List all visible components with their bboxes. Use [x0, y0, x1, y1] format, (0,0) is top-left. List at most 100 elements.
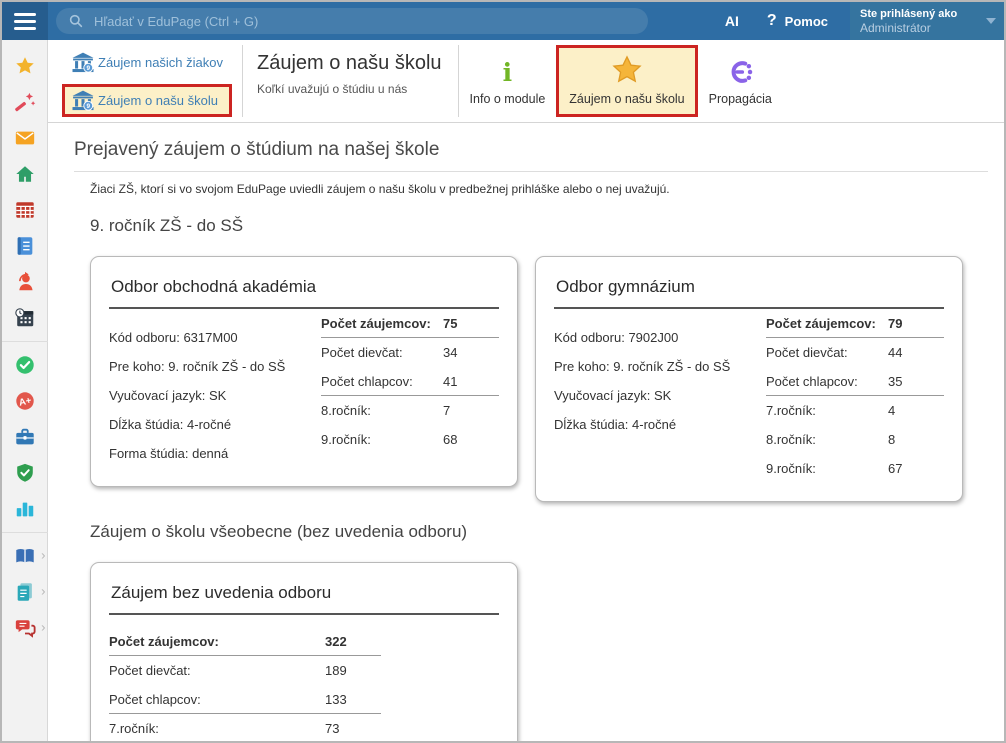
stat-row: Počet chlapcov: 41 — [321, 367, 499, 396]
star-icon — [15, 57, 34, 74]
card-zaujem-bez-odboru: Záujem bez uvedenia odboru Počet záujemc… — [90, 562, 518, 741]
sidebar-item-documents[interactable]: › — [2, 574, 48, 610]
action-info-o-module[interactable]: i Info o module — [459, 45, 557, 117]
sidebar-item-agenda[interactable] — [2, 419, 48, 455]
menu-item-zaujem-nasich-ziakov[interactable]: 9 Záujem našich žiakov — [62, 46, 232, 79]
info-icon: i — [502, 58, 513, 87]
card-odbor-gymnazium: Odbor gymnázium Kód odboru: 7902J00 Pre … — [535, 256, 963, 502]
info-line: Kód odboru: 6317M00 — [109, 330, 238, 345]
card-info: Kód odboru: 6317M00 Pre koho: 9. ročník … — [109, 309, 321, 468]
action-propagacia[interactable]: Propagácia — [698, 45, 783, 117]
sidebar-item-planning[interactable] — [2, 300, 48, 336]
toolbar-actions: i Info o module Záujem o našu školu — [459, 40, 783, 122]
sidebar-item-timetable[interactable] — [2, 192, 48, 228]
info-line: Pre koho: 9. ročník ZŠ - do SŠ — [109, 359, 286, 374]
card-odbor-obchodna-akademia: Odbor obchodná akadémia Kód odboru: 6317… — [90, 256, 518, 487]
chevron-right-icon: › — [41, 547, 46, 563]
hamburger-menu-button[interactable] — [2, 2, 48, 40]
user-role-dropdown[interactable]: Ste prihlásený ako Administrátor — [850, 2, 1004, 40]
cards-row: Záujem bez uvedenia odboru Počet záujemc… — [90, 562, 988, 741]
substitution-person-icon — [18, 271, 33, 291]
action-label: Propagácia — [708, 92, 772, 106]
grades-aplus-icon: A+ — [15, 392, 34, 410]
ai-button[interactable]: AI — [724, 13, 739, 29]
svg-text:A+: A+ — [17, 395, 32, 408]
global-search[interactable] — [56, 8, 648, 34]
sidebar-item-classbook[interactable] — [2, 228, 48, 264]
module-toolbar: 9 Záujem našich žiakov 9 Záujem o našu š… — [48, 40, 1004, 123]
sidebar-item-library[interactable]: › — [2, 538, 48, 574]
sidebar-item-favorites[interactable] — [2, 48, 48, 84]
documents-icon — [17, 583, 32, 601]
question-mark-icon: ? — [766, 12, 777, 29]
badge-count: 9 — [86, 103, 90, 110]
card-stats: Počet záujemcov: 79 Počet dievčat: 44 Poče… — [766, 309, 944, 483]
check-circle-icon — [15, 356, 34, 374]
info-line: Vyučovací jazyk: SK — [554, 388, 672, 403]
sidebar-item-attendance[interactable] — [2, 347, 48, 383]
calendar-clock-icon — [14, 308, 33, 327]
action-zaujem-o-nasu-skolu[interactable]: Záujem o našu školu — [556, 45, 698, 117]
stat-row: Počet chlapcov: 35 — [766, 367, 944, 396]
page-title: Prejavený záujem o štúdium na našej škol… — [74, 139, 988, 172]
school-building-icon: 9 — [72, 90, 94, 111]
promotion-icon — [731, 61, 753, 83]
help-label: Pomoc — [784, 13, 828, 29]
signed-in-label: Ste prihlásený ako — [860, 8, 958, 20]
timetable-grid-icon — [15, 202, 34, 218]
menu-item-zaujem-o-nasu-skolu[interactable]: 9 Záujem o našu školu — [62, 83, 232, 117]
magic-wand-icon — [14, 92, 35, 112]
stat-row: 9.ročník: 67 — [766, 461, 903, 476]
star-icon — [612, 55, 642, 83]
top-header-bar: AI ? Pomoc Ste prihlásený ako Administrá… — [2, 2, 1004, 40]
stat-row: 9.ročník: 68 — [321, 432, 458, 447]
left-sidebar: A+ › › — [2, 40, 48, 741]
chevron-down-icon — [986, 18, 996, 24]
sidebar-item-behavior[interactable] — [2, 455, 48, 491]
content-area: 9 Záujem našich žiakov 9 Záujem o našu š… — [48, 40, 1004, 741]
badge-count: 9 — [86, 65, 90, 72]
open-book-icon — [15, 548, 34, 563]
sidebar-item-messages[interactable] — [2, 120, 48, 156]
action-label: Info o module — [469, 92, 546, 106]
stat-row: Počet dievčat: 34 — [321, 345, 458, 360]
module-title: Záujem o našu školu — [257, 52, 442, 74]
school-building-icon: 9 — [72, 52, 94, 73]
stat-row: Počet dievčat: 189 — [109, 663, 347, 678]
home-icon — [15, 166, 34, 182]
shield-check-icon — [16, 463, 33, 482]
stat-row: Počet záujemcov: 79 — [766, 309, 944, 338]
search-input[interactable] — [94, 13, 636, 29]
notebook-icon — [17, 237, 32, 255]
sidebar-divider — [2, 341, 48, 342]
module-title-block: Záujem o našu školu Koľkí uvažujú o štúd… — [243, 40, 458, 122]
section-title-9-rocnik: 9. ročník ZŠ - do SŠ — [90, 216, 244, 235]
sidebar-item-wizard[interactable] — [2, 84, 48, 120]
info-line: Vyučovací jazyk: SK — [109, 388, 227, 403]
briefcase-icon — [15, 428, 34, 445]
page-subtitle: Žiaci ZŠ, ktorí si vo svojom EduPage uvi… — [90, 182, 670, 196]
chevron-right-icon: › — [41, 583, 46, 599]
sidebar-item-discussions[interactable]: › — [2, 610, 48, 646]
info-line: Pre koho: 9. ročník ZŠ - do SŠ — [554, 359, 731, 374]
signed-in-user: Administrátor — [860, 21, 931, 35]
action-label: Záujem o našu školu — [569, 92, 685, 106]
card-title: Záujem bez uvedenia odboru — [109, 579, 499, 615]
chat-bubbles-icon — [15, 620, 36, 638]
info-line: Dĺžka štúdia: 4-ročné — [554, 417, 677, 432]
toolbar-divider — [242, 45, 243, 117]
sidebar-item-grades[interactable]: A+ — [2, 383, 48, 419]
toolbar-divider — [457, 45, 459, 117]
header-right-group: AI ? Pomoc Ste prihlásený ako Administrá… — [725, 2, 1004, 40]
stat-row: Počet dievčat: 44 — [766, 345, 903, 360]
help-button[interactable]: ? Pomoc — [767, 12, 828, 30]
sidebar-item-home[interactable] — [2, 156, 48, 192]
card-stats: Počet záujemcov: 75 Počet dievčat: 34 Poče… — [321, 309, 499, 468]
bar-chart-icon — [16, 502, 33, 517]
cards-row: Odbor obchodná akadémia Kód odboru: 6317… — [90, 256, 988, 502]
stat-row: 7.ročník: 4 — [766, 403, 896, 418]
sidebar-item-substitution[interactable] — [2, 264, 48, 300]
menu-item-label: Záujem o našu školu — [98, 92, 218, 108]
sidebar-item-statistics[interactable] — [2, 491, 48, 527]
